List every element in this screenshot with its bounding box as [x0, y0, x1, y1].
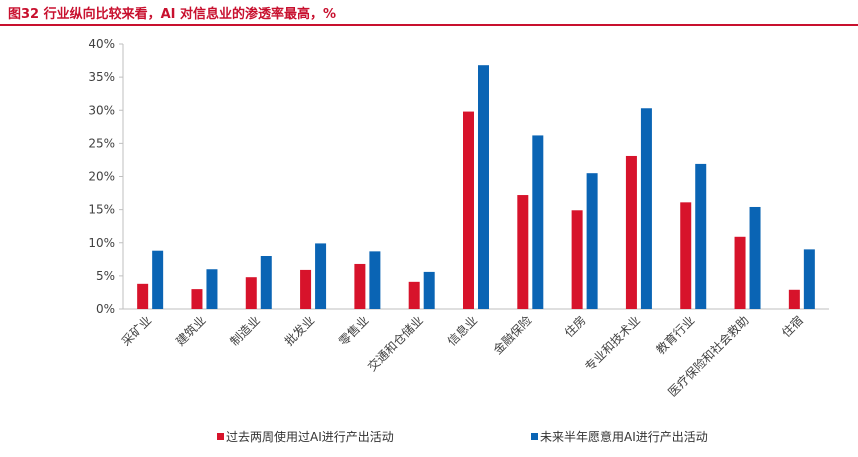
title-rule [0, 24, 858, 26]
axis-layer: 0% 5% 10% 15% 20% 25% 30% 35% 40% [88, 37, 829, 316]
bar-past-two-weeks [463, 111, 474, 309]
bar-next-half-year [749, 206, 761, 309]
bar-past-two-weeks [734, 236, 746, 309]
bar-next-half-year [423, 271, 435, 309]
bar-next-half-year [152, 250, 164, 309]
bar-next-half-year [532, 135, 544, 309]
x-category-label: 教育行业 [653, 313, 698, 358]
bar-past-two-weeks [571, 210, 583, 309]
y-tick-label: 30% [88, 103, 115, 117]
bar-next-half-year [260, 256, 272, 309]
y-tick-label: 0% [96, 302, 115, 316]
x-category-label: 信息业 [444, 313, 480, 349]
legend-swatch-next-half-year [531, 433, 538, 440]
bar-past-two-weeks [245, 277, 257, 309]
figure-title: 图32 行业纵向比较来看，AI 对信息业的渗透率最高，% [8, 7, 337, 22]
bar-next-half-year [640, 108, 652, 309]
bar-next-half-year [206, 269, 218, 309]
bar-next-half-year [315, 243, 327, 309]
legend-label-past-two-weeks: 过去两周使用过AI进行产出活动 [226, 430, 394, 444]
bar-past-two-weeks [300, 269, 312, 309]
x-category-label: 采矿业 [119, 313, 154, 348]
x-category-label: 住宿 [778, 313, 806, 341]
x-category-label: 建筑业 [173, 313, 209, 349]
bar-past-two-weeks [137, 283, 149, 309]
bar-past-two-weeks [408, 281, 420, 309]
bar-layer [137, 65, 815, 309]
x-category-label: 住房 [561, 313, 589, 341]
bar-next-half-year [586, 173, 598, 309]
bar-next-half-year [803, 249, 815, 309]
y-tick-label: 20% [88, 170, 115, 184]
x-category-label: 交通和仓储业 [364, 313, 426, 375]
bar-next-half-year [695, 163, 707, 309]
x-category-label: 批发业 [281, 313, 317, 349]
y-tick-label: 5% [96, 269, 115, 283]
x-category-label: 零售业 [335, 313, 371, 349]
legend-label-next-half-year: 未来半年愿意用AI进行产出活动 [540, 430, 708, 444]
legend-item-past-two-weeks: 过去两周使用过AI进行产出活动 [217, 428, 394, 445]
y-tick-label: 10% [88, 236, 115, 250]
x-category-label: 专业和技术业 [582, 313, 644, 375]
bar-past-two-weeks [354, 263, 366, 309]
y-tick-label: 40% [88, 37, 115, 51]
y-tick-label: 15% [88, 203, 115, 217]
x-category-label: 金融保险 [490, 313, 535, 358]
bar-next-half-year [369, 251, 381, 309]
legend-swatch-past-two-weeks [217, 433, 224, 440]
bar-past-two-weeks [680, 202, 692, 309]
x-category-label: 制造业 [228, 313, 263, 348]
bar-past-two-weeks [517, 195, 529, 309]
y-tick-label: 25% [88, 136, 115, 150]
bar-past-two-weeks [625, 155, 637, 309]
bar-past-two-weeks [788, 289, 800, 309]
legend-item-next-half-year: 未来半年愿意用AI进行产出活动 [531, 428, 708, 445]
bar-past-two-weeks [191, 289, 203, 309]
y-tick-label: 35% [88, 70, 115, 84]
bar-next-half-year [478, 65, 489, 309]
